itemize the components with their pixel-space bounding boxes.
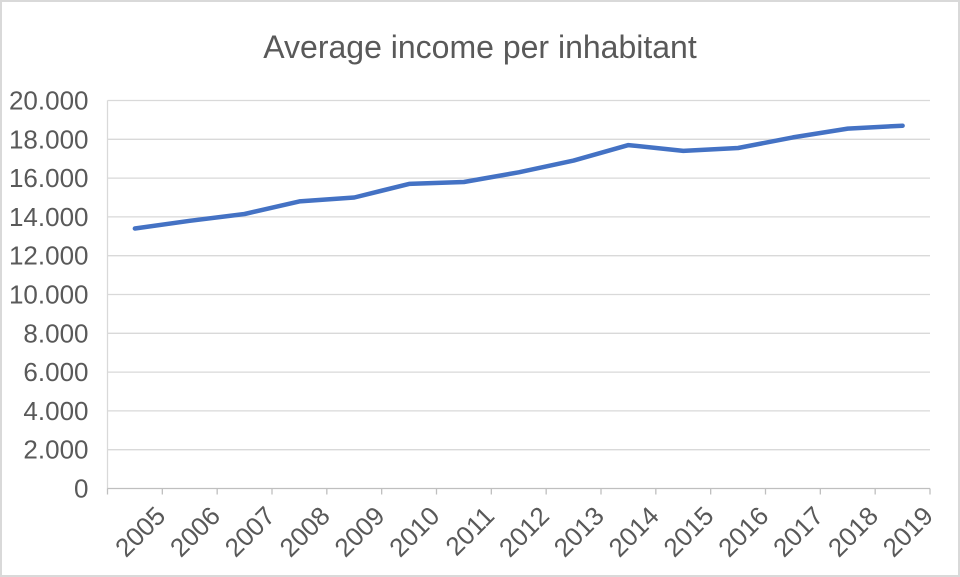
x-tick-label: 2008 xyxy=(274,501,336,563)
y-tick-label: 6.000 xyxy=(23,357,88,387)
x-tick-label: 2017 xyxy=(767,501,829,563)
x-tick-label: 2006 xyxy=(164,501,226,563)
x-tick-label: 2016 xyxy=(712,501,774,563)
y-tick-label: 18.000 xyxy=(9,124,89,154)
y-tick-label: 0 xyxy=(74,474,88,504)
y-tick-label: 4.000 xyxy=(23,396,88,426)
x-tick-label: 2014 xyxy=(603,501,665,563)
y-tick-label: 14.000 xyxy=(9,202,89,232)
x-tick-label: 2005 xyxy=(109,501,171,563)
y-tick-label: 10.000 xyxy=(9,280,89,310)
income-line-series xyxy=(132,123,905,231)
x-axis-labels: 2005200620072008200920102011201220132014… xyxy=(109,501,939,563)
y-tick-label: 8.000 xyxy=(23,318,88,348)
y-tick-label: 12.000 xyxy=(9,241,89,271)
y-tick-label: 20.000 xyxy=(9,86,89,116)
x-tick-label: 2007 xyxy=(219,501,281,563)
x-axis xyxy=(106,487,931,495)
y-tick-label: 16.000 xyxy=(9,163,89,193)
x-tick-label: 2015 xyxy=(657,501,719,563)
chart-title: Average income per inhabitant xyxy=(263,29,697,65)
y-tick-label: 2.000 xyxy=(23,435,88,465)
x-tick-label: 2011 xyxy=(439,501,500,562)
x-tick-label: 2010 xyxy=(383,501,445,563)
x-tick-label: 2009 xyxy=(328,501,390,563)
x-tick-label: 2019 xyxy=(877,501,939,563)
gridlines xyxy=(106,99,930,489)
x-tick-label: 2013 xyxy=(548,501,610,563)
x-tick-label: 2018 xyxy=(822,501,884,563)
y-axis-labels: 0 2.000 4.000 6.000 8.000 10.000 12.000 14.000 1… xyxy=(9,86,89,504)
x-tick-label: 2012 xyxy=(493,501,555,563)
